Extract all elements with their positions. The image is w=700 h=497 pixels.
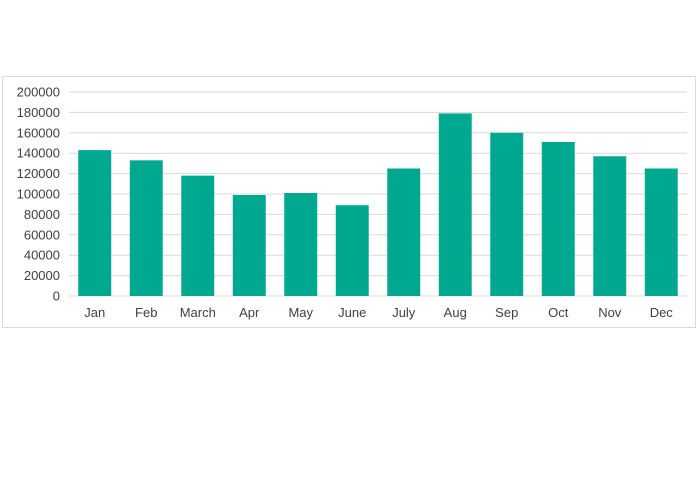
bar-march bbox=[181, 176, 214, 296]
x-tick-label: Jan bbox=[84, 305, 105, 320]
y-tick-label: 40000 bbox=[24, 248, 60, 263]
x-axis-tick-labels: Jan Feb March Apr May June July Aug Sep Oct Nov Dec bbox=[84, 305, 673, 320]
bar-sep bbox=[490, 133, 523, 296]
y-tick-label: 120000 bbox=[17, 166, 60, 181]
bar-july bbox=[387, 169, 420, 297]
y-tick-label: 100000 bbox=[17, 187, 60, 202]
bar-aug bbox=[439, 113, 472, 296]
bar-may bbox=[284, 193, 317, 296]
x-tick-label: Nov bbox=[598, 305, 622, 320]
x-tick-label: Feb bbox=[135, 305, 157, 320]
y-tick-label: 180000 bbox=[17, 105, 60, 120]
y-tick-label: 140000 bbox=[17, 146, 60, 161]
x-tick-label: Aug bbox=[444, 305, 467, 320]
x-tick-label: May bbox=[288, 305, 313, 320]
bar-chart: 0 20000 40000 60000 80000 100000 120000 140000 1… bbox=[3, 77, 700, 497]
x-tick-label: June bbox=[338, 305, 366, 320]
y-tick-label: 200000 bbox=[17, 85, 60, 100]
x-tick-label: Oct bbox=[548, 305, 569, 320]
bar-dec bbox=[645, 169, 678, 297]
y-tick-label: 160000 bbox=[17, 125, 60, 140]
bar-june bbox=[336, 205, 369, 296]
x-tick-label: Dec bbox=[650, 305, 674, 320]
bar-apr bbox=[233, 195, 266, 296]
x-tick-label: March bbox=[180, 305, 216, 320]
x-tick-label: Sep bbox=[495, 305, 518, 320]
y-axis-tick-labels: 0 20000 40000 60000 80000 100000 120000 140000 1… bbox=[17, 85, 60, 304]
bar-nov bbox=[593, 156, 626, 296]
bar-oct bbox=[542, 142, 575, 296]
chart-frame: 0 20000 40000 60000 80000 100000 120000 140000 1… bbox=[2, 76, 696, 328]
bar-jan bbox=[78, 150, 111, 296]
y-tick-label: 80000 bbox=[24, 207, 60, 222]
y-tick-label: 60000 bbox=[24, 227, 60, 242]
y-tick-label: 20000 bbox=[24, 268, 60, 283]
x-tick-label: July bbox=[392, 305, 416, 320]
x-tick-label: Apr bbox=[239, 305, 260, 320]
bars bbox=[78, 113, 677, 296]
bar-feb bbox=[130, 160, 163, 296]
y-tick-label: 0 bbox=[53, 289, 60, 304]
